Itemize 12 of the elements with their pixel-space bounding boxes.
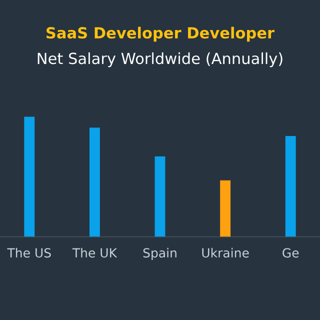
bar (285, 136, 296, 237)
x-tick-label: Spain (143, 248, 176, 260)
bar (154, 156, 166, 237)
x-tick-label: The UK (72, 248, 118, 258)
bar (220, 180, 231, 237)
x-tick-label: Ukraine (202, 248, 249, 258)
bar (24, 116, 35, 237)
x-tick-label: The US (7, 248, 51, 258)
chart-title: SaaS Developer Developer (46, 26, 275, 42)
chart-subtitle: Net Salary Worldwide (Annually) (38, 52, 282, 68)
x-tick-label: Ge (282, 248, 299, 258)
bar (89, 128, 100, 237)
